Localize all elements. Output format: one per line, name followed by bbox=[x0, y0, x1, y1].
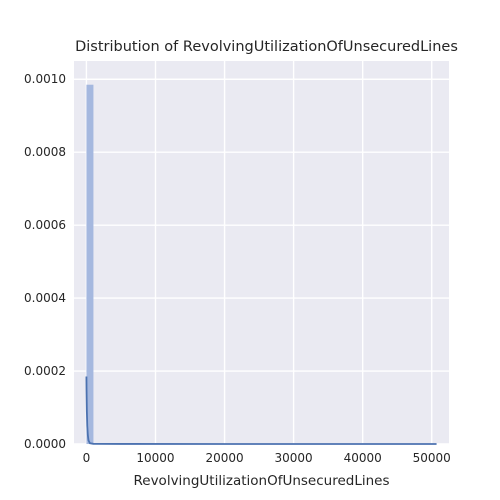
x-tick-label: 10000 bbox=[136, 451, 174, 465]
x-tick-label: 50000 bbox=[413, 451, 451, 465]
y-tick-label: 0.0006 bbox=[24, 218, 66, 232]
plot-area bbox=[74, 61, 449, 444]
y-tick-label: 0.0008 bbox=[24, 145, 66, 159]
x-tick-labels: 0 10000 20000 30000 40000 50000 bbox=[83, 451, 451, 465]
x-tick-label: 0 bbox=[83, 451, 91, 465]
kde-curve bbox=[85, 376, 437, 445]
histogram-bars bbox=[86, 84, 94, 444]
y-tick-label: 0.0000 bbox=[24, 437, 66, 451]
chart-title: Distribution of RevolvingUtilizationOfUn… bbox=[75, 39, 458, 55]
grid-lines bbox=[74, 61, 449, 445]
y-tick-label: 0.0010 bbox=[24, 72, 66, 86]
x-tick-label: 20000 bbox=[205, 451, 243, 465]
y-tick-label: 0.0002 bbox=[24, 364, 66, 378]
y-tick-labels: 0.0000 0.0002 0.0004 0.0006 0.0008 0.0010 bbox=[24, 72, 66, 451]
histogram-bar bbox=[86, 84, 94, 444]
kde-line bbox=[85, 376, 437, 445]
y-tick-label: 0.0004 bbox=[24, 291, 66, 305]
x-tick-label: 40000 bbox=[344, 451, 382, 465]
x-tick-label: 30000 bbox=[275, 451, 313, 465]
x-axis-label: RevolvingUtilizationOfUnsecuredLines bbox=[133, 473, 389, 489]
